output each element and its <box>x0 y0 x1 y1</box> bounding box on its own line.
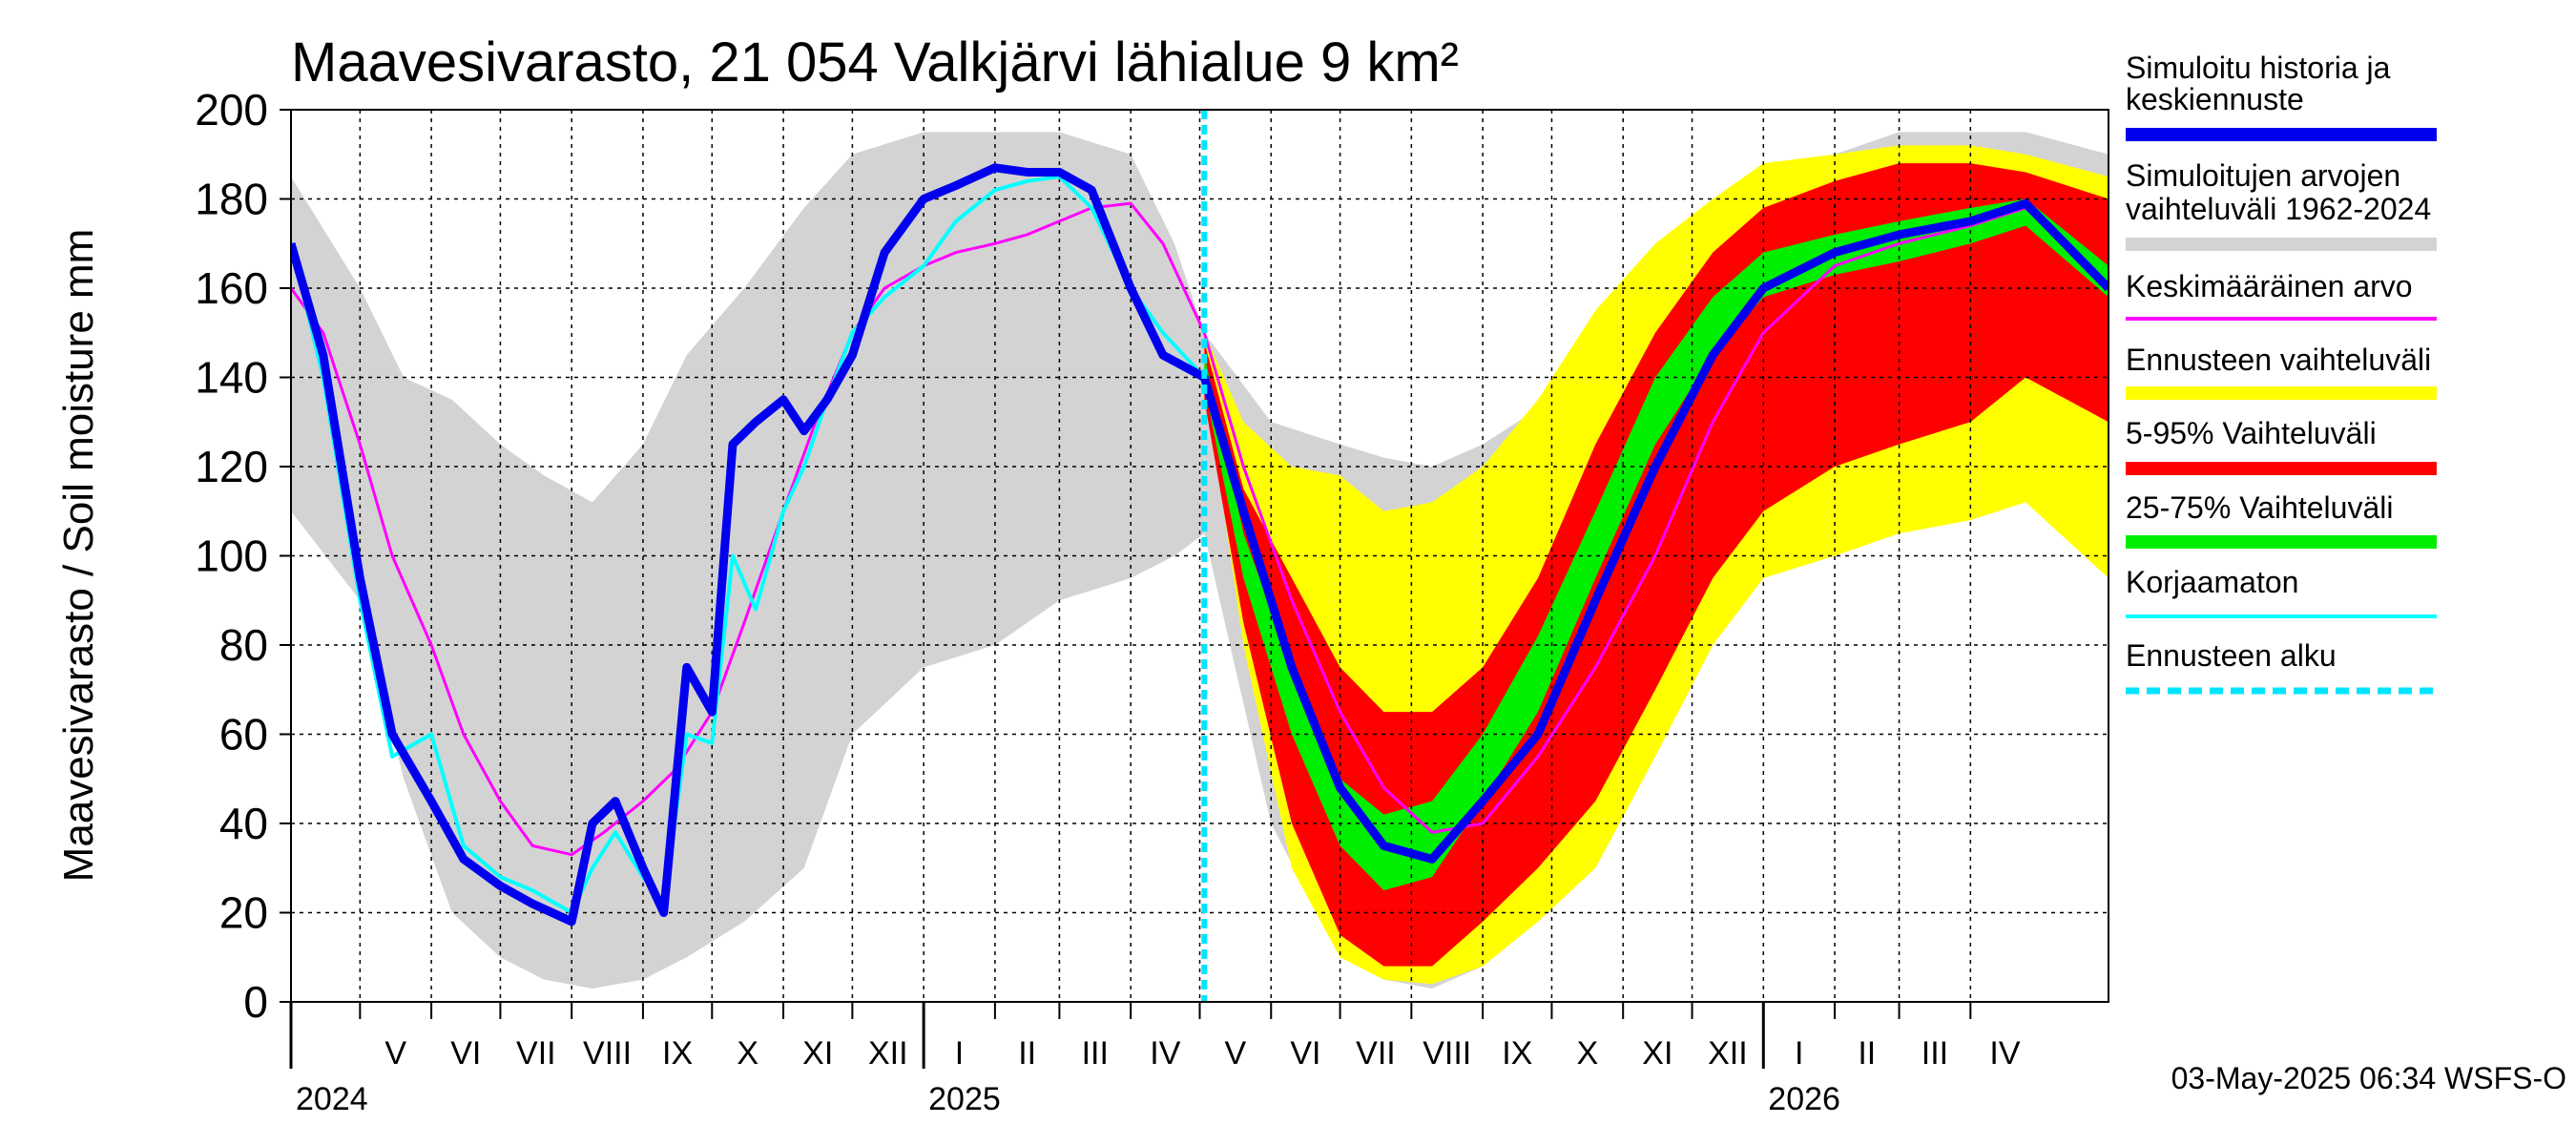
y-tick-label: 140 <box>195 353 268 403</box>
month-label: V <box>1225 1035 1247 1072</box>
y-axis-label: Maavesivarasto / Soil moisture mm <box>55 229 102 883</box>
month-label: VI <box>1290 1035 1320 1072</box>
year-label: 2026 <box>1768 1081 1840 1117</box>
month-label: XI <box>802 1035 833 1072</box>
month-label: X <box>1576 1035 1598 1072</box>
month-label: VIII <box>1423 1035 1471 1072</box>
legend-label: Korjaamaton <box>2126 565 2298 599</box>
month-label: I <box>955 1035 964 1072</box>
y-tick-label: 200 <box>195 85 268 135</box>
footer-timestamp: 03-May-2025 06:34 WSFS-O <box>2171 1061 2566 1095</box>
month-label: III <box>1922 1035 1948 1072</box>
y-tick-label: 60 <box>219 710 268 760</box>
month-label: I <box>1795 1035 1803 1072</box>
month-label: XII <box>868 1035 908 1072</box>
forecast-5-95-band <box>1204 163 2109 967</box>
simulated-line <box>291 163 2109 926</box>
y-tick-label: 120 <box>195 442 268 491</box>
legend-label: 25-75% Vaihteluväli <box>2126 490 2393 525</box>
y-tick-label: 160 <box>195 263 268 313</box>
y-tick-label: 100 <box>195 531 268 581</box>
uncorrected-line <box>291 175 1206 915</box>
legend-label: vaihteluväli 1962-2024 <box>2126 192 2431 226</box>
legend-label: Keskimääräinen arvo <box>2126 269 2413 303</box>
month-label: III <box>1082 1035 1109 1072</box>
y-tick-label: 0 <box>243 977 268 1027</box>
y-tick-label: 40 <box>219 799 268 848</box>
month-label: VII <box>516 1035 556 1072</box>
month-label: IX <box>662 1035 693 1072</box>
month-label: II <box>1018 1035 1036 1072</box>
legend-label: Ennusteen alku <box>2126 638 2337 673</box>
month-label: IV <box>1150 1035 1180 1072</box>
month-label: VIII <box>583 1035 632 1072</box>
month-label: II <box>1858 1035 1876 1072</box>
legend-label: 5-95% Vaihteluväli <box>2126 416 2377 450</box>
month-label: IV <box>1989 1035 2020 1072</box>
month-label: VII <box>1356 1035 1396 1072</box>
chart-title: Maavesivarasto, 21 054 Valkjärvi lähialu… <box>291 31 1459 94</box>
month-label: VI <box>450 1035 481 1072</box>
month-label: XII <box>1708 1035 1748 1072</box>
legend-label: Ennusteen vaihteluväli <box>2126 343 2431 377</box>
y-tick-label: 80 <box>219 620 268 670</box>
year-label: 2024 <box>296 1081 368 1117</box>
average-line <box>291 201 2109 857</box>
legend-label: Simuloitu historia ja <box>2126 51 2391 85</box>
historical-range-band <box>291 132 1205 989</box>
y-tick-label: 180 <box>195 175 268 224</box>
month-label: V <box>384 1035 406 1072</box>
month-label: IX <box>1502 1035 1532 1072</box>
month-label: XI <box>1642 1035 1672 1072</box>
legend-label: Simuloitujen arvojen <box>2126 158 2400 193</box>
legend-label: keskiennuste <box>2126 82 2304 116</box>
y-tick-label: 20 <box>219 888 268 938</box>
month-label: X <box>737 1035 758 1072</box>
year-label: 2025 <box>928 1081 1001 1117</box>
